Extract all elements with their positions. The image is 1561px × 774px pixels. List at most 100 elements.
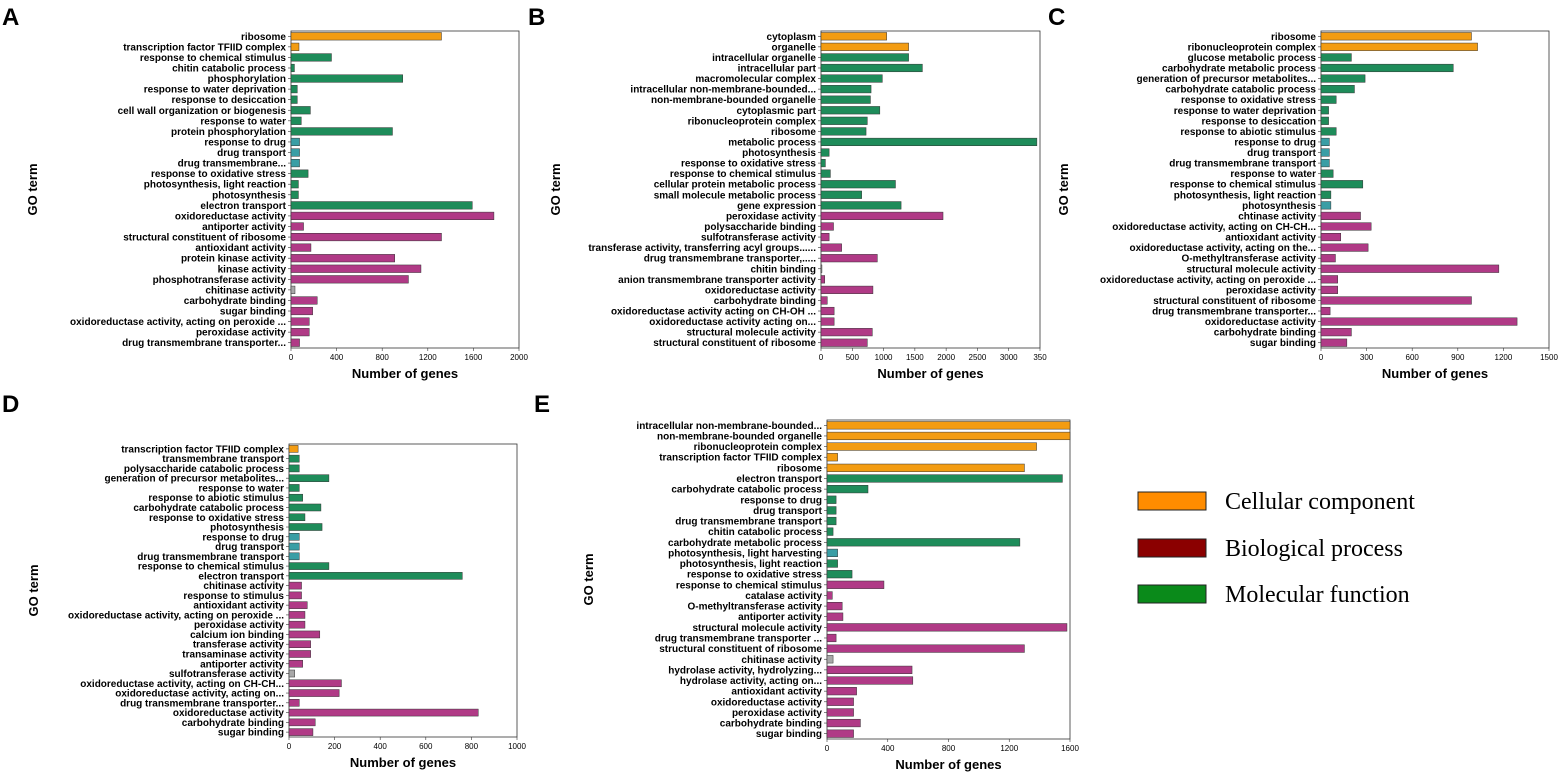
category-label: oxidoreductase activity acting on CH-OH … — [611, 307, 816, 318]
bar — [1320, 222, 1372, 231]
bar — [1320, 42, 1478, 51]
bar — [290, 148, 300, 157]
category-label: oxidoreductase activity acting on... — [649, 317, 816, 328]
bar — [290, 137, 300, 147]
category-label: oxidoreductase activity, acting on perox… — [68, 610, 284, 621]
bar — [288, 620, 306, 629]
bar — [826, 453, 838, 462]
category-label: peroxidase activity — [726, 211, 816, 222]
category-label: response to water — [200, 116, 286, 127]
category-label: organelle — [772, 42, 817, 53]
category-label: drug transmembrane... — [178, 159, 287, 170]
category-label: oxidoreductase activity — [173, 708, 285, 719]
bar — [290, 127, 393, 136]
bar — [826, 633, 837, 643]
category-label: response to water deprivation — [1174, 106, 1316, 117]
bar — [290, 264, 422, 273]
x-tick-label: 3000 — [1000, 353, 1018, 362]
x-tick-label: 200 — [328, 742, 342, 751]
panel-letter: B — [528, 4, 545, 31]
bar — [288, 523, 323, 531]
x-tick-label: 600 — [1406, 353, 1420, 362]
category-label: O-methyltransferase activity — [1181, 254, 1316, 265]
bar — [820, 169, 831, 178]
category-label: macromolecular complex — [695, 74, 816, 85]
x-tick-label: 1600 — [1061, 744, 1079, 753]
category-label: carbohydrate catabolic process — [671, 485, 822, 496]
bar — [288, 591, 302, 600]
bar — [288, 689, 340, 697]
category-label: carbohydrate catabolic process — [133, 503, 284, 514]
category-label: ribonucleoprotein complex — [1188, 42, 1317, 53]
panel-letter: D — [2, 391, 19, 418]
x-tick-label: 1200 — [1495, 353, 1513, 362]
category-label: drug transport — [753, 506, 823, 517]
bar — [826, 644, 1025, 653]
bar — [290, 53, 332, 62]
category-label: response to oxidative stress — [687, 570, 822, 581]
bar — [290, 232, 442, 242]
bar — [288, 581, 302, 590]
bar — [826, 623, 1068, 632]
category-label: transferase activity — [193, 640, 285, 651]
category-label: oxidoreductase activity — [1205, 317, 1317, 328]
bar — [820, 95, 871, 104]
bar — [290, 338, 300, 347]
bar — [1320, 254, 1336, 263]
bar — [1320, 264, 1500, 273]
bar — [820, 317, 835, 326]
category-label: protein kinase activity — [181, 254, 286, 265]
category-label: response to chemical stimulus — [140, 53, 287, 64]
legend-swatch — [1137, 538, 1207, 558]
bar — [288, 484, 300, 492]
x-tick-label: 0 — [825, 744, 830, 753]
bar — [820, 180, 896, 189]
category-label: structural constituent of ribosome — [1153, 296, 1316, 307]
category-label: generation of precursor metabolites... — [105, 474, 285, 485]
category-label: electron transport — [200, 201, 286, 212]
x-tick-label: 0 — [1319, 353, 1324, 362]
category-label: carbohydrate binding — [1214, 328, 1316, 339]
category-label: carbohydrate binding — [720, 719, 822, 730]
bar — [1320, 32, 1472, 41]
category-label: transaminase activity — [182, 649, 284, 660]
bar — [290, 32, 442, 41]
category-label: carbohydrate catabolic process — [1165, 85, 1316, 96]
category-label: protein phosphorylation — [171, 127, 286, 138]
bar — [1320, 116, 1329, 125]
x-tick-label: 400 — [881, 744, 895, 753]
category-label: non-membrane-bounded organelle — [651, 95, 816, 106]
category-label: intracellular part — [738, 63, 817, 74]
category-label: chitin binding — [750, 264, 816, 275]
bar — [820, 222, 834, 231]
bar — [826, 655, 834, 664]
legend-label: Molecular function — [1225, 582, 1410, 608]
bar — [290, 95, 298, 104]
bar — [288, 552, 300, 561]
bar — [826, 495, 837, 504]
category-label: sugar binding — [756, 729, 822, 740]
bar — [820, 74, 883, 83]
bar — [820, 201, 902, 210]
x-tick-label: 0 — [819, 353, 824, 362]
x-tick-label: 400 — [330, 353, 344, 362]
panel-letter: E — [534, 391, 550, 418]
category-label: carbohydrate binding — [184, 296, 286, 307]
bar — [826, 612, 844, 621]
bar — [288, 718, 316, 727]
category-label: response to water — [1230, 169, 1316, 180]
category-label: intracellular non-membrane-bounded... — [630, 85, 816, 96]
legend-item: Biological process — [1137, 536, 1403, 562]
category-label: response to oxidative stress — [681, 159, 816, 170]
x-tick-label: 800 — [465, 742, 479, 751]
category-label: generation of precursor metabolites... — [1137, 74, 1317, 85]
bar — [826, 431, 1071, 441]
bar — [288, 630, 321, 639]
x-tick-label: 1500 — [906, 353, 924, 362]
category-label: ribosome — [1271, 32, 1316, 43]
bar — [820, 32, 887, 41]
plot-frame — [288, 443, 518, 738]
